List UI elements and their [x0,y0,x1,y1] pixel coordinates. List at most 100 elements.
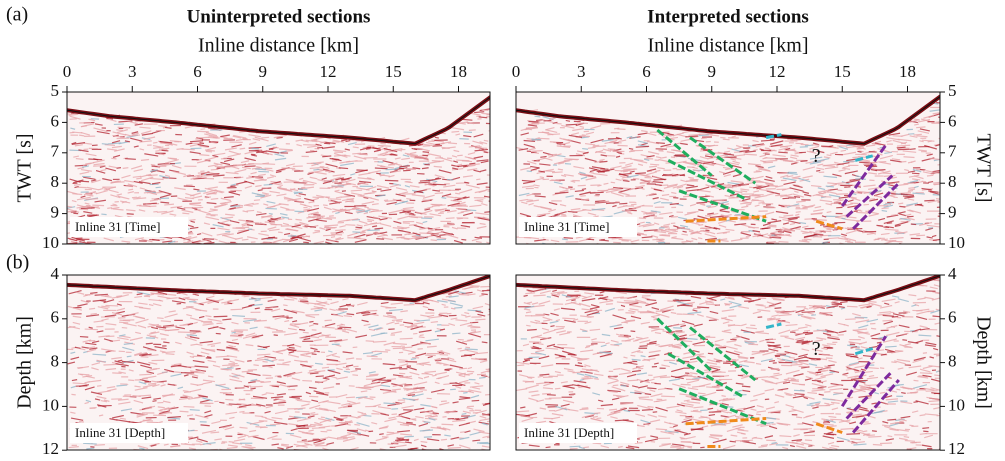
reflector [164,174,171,178]
reflector [546,126,555,131]
reflector [415,211,427,215]
reflector [784,148,796,153]
reflector [264,221,276,224]
reflector [419,429,433,432]
reflector [335,237,344,241]
reflector [257,356,267,360]
reflector [554,211,567,216]
reflector [791,329,799,332]
reflector [309,166,323,170]
reflector [863,161,875,166]
reflector [190,371,205,374]
reflector [803,329,811,332]
reflector [276,136,283,139]
reflector [821,353,834,357]
reflector [212,224,224,228]
reflector [816,150,825,154]
reflector [383,389,397,393]
reflector [339,225,346,228]
y-axis-label: TWT [s] [14,133,36,202]
reflector [130,137,143,142]
reflector [229,416,235,419]
reflector [455,163,463,167]
reflector [406,386,419,392]
reflector [740,188,750,191]
reflector [193,240,201,243]
reflector [406,181,413,184]
reflector [924,296,934,300]
reflector [97,390,111,394]
reflector [166,297,178,300]
reflector [303,208,311,211]
reflector [367,208,379,211]
reflector [826,210,832,214]
reflector [570,208,581,211]
reflector [835,214,847,218]
reflector [537,137,550,140]
reflector [612,384,619,387]
reflector [475,310,484,314]
reflector [426,345,437,348]
reflector [803,234,815,239]
reflector [317,168,330,173]
reflector [691,237,698,241]
reflector [73,183,81,186]
reflector [526,328,537,331]
reflector [916,126,926,129]
reflector [455,382,466,387]
reflector [140,364,153,369]
reflector [355,226,363,229]
reflector [632,177,640,180]
reflector [481,341,488,344]
reflector [907,189,914,193]
reflector [637,232,644,235]
reflector [192,195,203,199]
reflector [800,160,808,162]
reflector [745,150,756,153]
reflector [783,214,794,217]
reflector [470,112,481,116]
reflector [521,185,535,188]
reflector [227,299,232,303]
reflector [318,399,329,404]
reflector [768,240,776,244]
reflector [191,376,198,379]
reflector [103,363,117,366]
reflector [404,232,411,236]
reflector [207,318,222,322]
reflector [765,175,773,179]
reflector [189,317,204,323]
reflector [621,165,632,169]
reflector [579,171,586,175]
reflector [67,305,83,311]
reflector [404,167,416,170]
reflector [110,206,120,210]
reflector [919,221,933,227]
reflector [482,435,490,439]
reflector [188,447,197,450]
reflector [362,352,374,355]
reflector [133,399,144,404]
reflector [919,325,928,329]
reflector [196,438,208,443]
reflector [159,350,166,353]
reflector [883,220,894,225]
reflector [765,204,771,206]
reflector [358,220,368,225]
reflector [261,136,270,139]
reflector [707,205,717,209]
column-title: Uninterpreted sections [187,6,371,27]
reflector [770,140,784,145]
reflector [770,376,779,380]
reflector [812,235,819,238]
reflector [819,380,827,384]
reflector [278,203,289,206]
reflector [438,212,445,215]
x-tick-label: 3 [577,62,586,81]
reflector [430,405,438,409]
reflector [182,212,190,215]
reflector [451,201,466,207]
reflector [82,339,92,343]
reflector [231,321,239,325]
reflector [202,442,216,445]
